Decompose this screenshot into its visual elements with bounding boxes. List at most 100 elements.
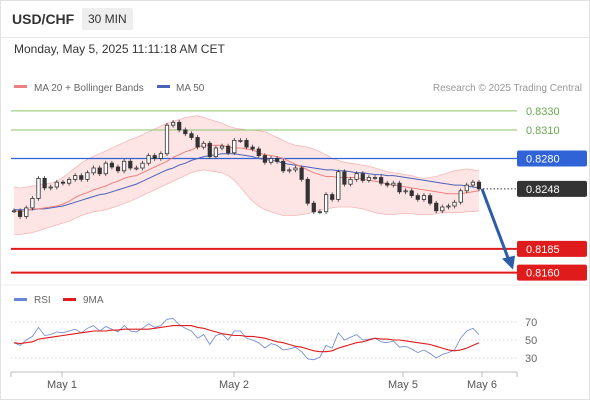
- candle-body: [134, 167, 139, 170]
- candle-body: [409, 190, 414, 197]
- candle-body: [146, 155, 151, 164]
- candle-body: [11, 210, 17, 213]
- bollinger-bands: [13, 115, 480, 235]
- candle-body: [213, 147, 218, 158]
- candle-body: [336, 171, 341, 200]
- bollinger-band-area: [14, 115, 479, 235]
- candle-body: [323, 194, 329, 213]
- rsi-panel: 70 50 30: [11, 317, 537, 365]
- candle-body: [91, 167, 96, 174]
- candle-body: [281, 160, 286, 172]
- rsi-legend-swatch: [14, 298, 27, 301]
- candle-body: [446, 205, 451, 208]
- x-tick-label: May 1: [47, 379, 77, 391]
- candle-body: [458, 190, 463, 203]
- rsi-series-rsi: [13, 317, 480, 361]
- candle-body: [170, 121, 176, 126]
- candle-body: [48, 186, 53, 189]
- candle-body: [250, 146, 255, 150]
- candle-body: [378, 177, 384, 184]
- level-badge-0.8185: [517, 240, 587, 257]
- level-label-0.8330: 0.8330: [526, 106, 560, 118]
- candle-body: [397, 182, 402, 193]
- candle-body: [366, 177, 372, 181]
- candle-body: [201, 142, 206, 148]
- candle-body: [342, 171, 347, 185]
- candle-body: [464, 184, 469, 192]
- candle-body: [73, 175, 78, 180]
- candle-body: [109, 162, 114, 168]
- candle-body: [232, 139, 237, 154]
- candle-body: [226, 145, 231, 154]
- candle-body: [189, 133, 194, 138]
- rsi-series-9ma: [13, 325, 480, 353]
- current-price: 0.8248: [483, 180, 587, 197]
- candle-body: [140, 162, 145, 169]
- candle-body: [317, 211, 323, 214]
- candle-body: [293, 167, 298, 171]
- level-label-0.8310: 0.8310: [526, 125, 560, 137]
- candle-body: [385, 182, 390, 186]
- candle-body: [195, 137, 200, 148]
- candle-body: [54, 181, 59, 188]
- rsi-legend-label: RSI: [34, 295, 51, 306]
- ma20-legend-label: MA 20 + Bollinger Bands: [34, 83, 144, 94]
- candle-body: [30, 197, 35, 209]
- candle-body: [391, 182, 396, 186]
- candle-body: [476, 181, 482, 190]
- level-badge-0.8280: [517, 150, 587, 167]
- candle-body: [421, 195, 427, 200]
- candle-body: [207, 142, 212, 158]
- candle-body: [244, 139, 249, 148]
- candle-body: [354, 173, 359, 180]
- level-badge-0.8160: [517, 264, 587, 281]
- candle-body: [262, 155, 268, 163]
- candle-body: [299, 167, 304, 180]
- candles: [11, 119, 482, 219]
- bollinger-lower-line: [14, 169, 480, 235]
- x-axis: May 1 May 2 May 5 May 6: [10, 372, 518, 391]
- timeframe-badge[interactable]: 30 MIN: [82, 8, 133, 30]
- candle-body: [164, 124, 170, 155]
- forecast-arrow: [480, 188, 515, 270]
- candle-body: [274, 158, 280, 162]
- forecast-arrow-head: [502, 255, 515, 270]
- x-tick-label: May 5: [388, 379, 418, 391]
- ma50-line: [14, 153, 480, 211]
- current-price-label: 0.8248: [526, 184, 560, 196]
- candle-body: [452, 201, 457, 207]
- candle-body: [67, 178, 72, 184]
- candle-body: [79, 175, 84, 180]
- current-price-badge: [517, 180, 587, 197]
- ma50-legend-label: MA 50: [176, 83, 205, 94]
- candle-body: [128, 160, 133, 169]
- research-credit: Research © 2025 Trading Central: [433, 83, 582, 94]
- candle-body: [238, 139, 243, 142]
- candle-body: [60, 181, 66, 184]
- candle-body: [415, 195, 420, 200]
- candle-body: [403, 190, 408, 193]
- candle-body: [115, 166, 121, 172]
- x-tick-label: May 2: [219, 379, 249, 391]
- chart-header: USD/CHF 30 MIN: [1, 1, 590, 37]
- rsi-tick-70: 70: [525, 317, 537, 329]
- candle-body: [440, 206, 445, 212]
- ma50-legend-swatch: [157, 85, 170, 88]
- candle-body: [372, 177, 378, 179]
- candle-body: [42, 177, 47, 189]
- candle-body: [427, 195, 433, 204]
- header-divider: [1, 37, 590, 38]
- candle-body: [152, 155, 157, 159]
- rsi-ma-legend-label: 9MA: [83, 295, 104, 306]
- forecast-arrow-shaft: [480, 188, 511, 262]
- candle-body: [177, 121, 182, 131]
- rsi-ma-legend-swatch: [63, 298, 76, 301]
- level-label-0.8160: 0.8160: [526, 268, 560, 280]
- ma20-legend-swatch: [14, 85, 27, 88]
- candle-body: [434, 202, 439, 212]
- candle-body: [256, 148, 261, 157]
- candle-body: [348, 178, 353, 185]
- rsi-tick-50: 50: [525, 335, 537, 347]
- candle-body: [268, 158, 274, 163]
